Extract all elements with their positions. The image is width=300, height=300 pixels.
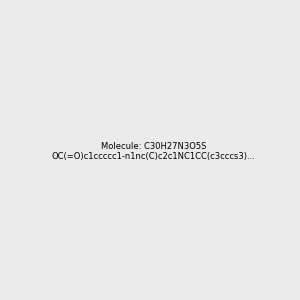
Text: Molecule: C30H27N3O5S
OC(=O)c1ccccc1-n1nc(C)c2c1NC1CC(c3cccs3)...: Molecule: C30H27N3O5S OC(=O)c1ccccc1-n1n… — [52, 142, 256, 161]
